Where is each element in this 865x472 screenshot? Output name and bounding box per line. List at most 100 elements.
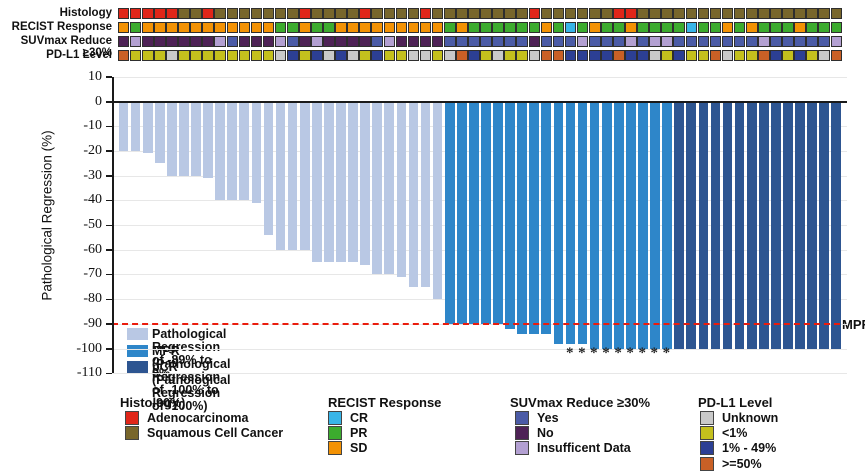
legend-swatch-insufficent-data (515, 441, 529, 456)
legend-item-label: Unknown (722, 411, 779, 425)
y-tick-mark (106, 224, 112, 226)
track-cell-M (468, 49, 480, 62)
track-cell-A (166, 7, 178, 20)
y-tick-mark (106, 249, 112, 251)
bar (686, 102, 697, 349)
track-cell-Y (540, 35, 553, 48)
track-cell-S (770, 7, 782, 20)
track-cell-S (250, 21, 263, 34)
track-cell-S (262, 21, 275, 34)
track-cell-Y (480, 35, 492, 48)
legend-swatch-yes (515, 411, 529, 425)
track-cell-A (419, 7, 432, 20)
track-cell-L (383, 49, 396, 62)
track-cell-S (443, 7, 456, 20)
track-cell-M (637, 49, 649, 62)
legend-swatch-no (515, 426, 529, 441)
track-label-histology: Histology (59, 7, 112, 19)
y-tick-label: 0 (95, 93, 102, 109)
track-cell-S (661, 7, 673, 20)
legend-swatch-cr (328, 411, 342, 425)
track-cell-Y (818, 35, 831, 48)
track-cell-L (154, 49, 166, 62)
track-cell-S (323, 7, 335, 20)
bar (807, 102, 817, 349)
track-cell-S (685, 7, 698, 20)
track-cell-Y (733, 35, 746, 48)
track-label-suvmax: SUVmax Reduce ≥30% (20, 35, 112, 59)
track-cell-N (141, 35, 154, 48)
track-cell-Y (782, 35, 794, 48)
bar (746, 102, 757, 349)
bar (577, 102, 588, 344)
track-cell-S (601, 7, 613, 20)
track-cell-L (697, 49, 710, 62)
mpr-threshold-label: MPR (842, 317, 865, 332)
track-cell-P (770, 21, 782, 34)
y-tick-mark (106, 175, 112, 177)
track-cell-L (395, 49, 408, 62)
track-cell-H (540, 49, 553, 62)
track-cell-L (782, 49, 794, 62)
track-cell-S (431, 7, 444, 20)
bar (263, 102, 274, 235)
track-cell-S (250, 7, 263, 20)
track-cell-I (274, 35, 287, 48)
y-axis-title: Pathological Regression (%) (39, 130, 55, 301)
bar (396, 102, 407, 277)
legend-item-label: <1% (722, 426, 748, 441)
track-cell-N (347, 35, 359, 48)
track-cell-L (238, 49, 251, 62)
track-cell-N (178, 35, 190, 48)
track-cell-S (226, 7, 239, 20)
gridline (112, 225, 847, 226)
bar (626, 102, 636, 349)
track-cell-L (661, 49, 673, 62)
track-cell-S (371, 21, 384, 34)
track-cell-P (576, 21, 589, 34)
track-cell-U (721, 49, 734, 62)
bar (167, 102, 177, 176)
track-cell-M (286, 49, 299, 62)
track-cell-S (806, 7, 818, 20)
legend-item-label: CR (350, 411, 369, 425)
track-cell-M (311, 49, 323, 62)
bar (227, 102, 238, 201)
legend-item-label: No (537, 426, 554, 441)
track-cell-A (202, 7, 214, 20)
legend-item-label: >=50% (722, 456, 762, 471)
track-cell-S (480, 7, 492, 20)
asterisk-marker: * (614, 345, 622, 361)
bar (348, 102, 358, 263)
track-cell-A (154, 7, 166, 20)
track-cell-L (480, 49, 492, 62)
bar (601, 102, 612, 349)
track-cell-U (419, 49, 432, 62)
bar (505, 102, 515, 329)
track-cell-S (745, 21, 758, 34)
gridline (112, 150, 847, 152)
track-cell-M (371, 49, 384, 62)
track-cell-Y (709, 35, 722, 48)
legend-title-histology: Histology (120, 395, 180, 410)
track-cell-I (625, 35, 637, 48)
track-cell-M (601, 49, 613, 62)
track-cell-S (214, 21, 227, 34)
track-cell-Y (443, 35, 456, 48)
track-cell-U (818, 49, 831, 62)
bar (771, 102, 781, 349)
track-cell-I (649, 35, 661, 48)
legend-swatch-pcr (127, 361, 148, 373)
track-cell-P (311, 21, 323, 34)
bar (638, 102, 648, 349)
bar (529, 102, 540, 334)
y-tick-mark (106, 298, 112, 301)
track-cell-N (431, 35, 444, 48)
track-cell-P (830, 21, 843, 34)
bar (154, 102, 165, 164)
legend-item-label: Insufficent Data (537, 441, 631, 456)
bar (179, 102, 189, 176)
track-cell-S (492, 7, 504, 20)
track-cell-I (758, 35, 770, 48)
track-cell-S (588, 7, 601, 20)
